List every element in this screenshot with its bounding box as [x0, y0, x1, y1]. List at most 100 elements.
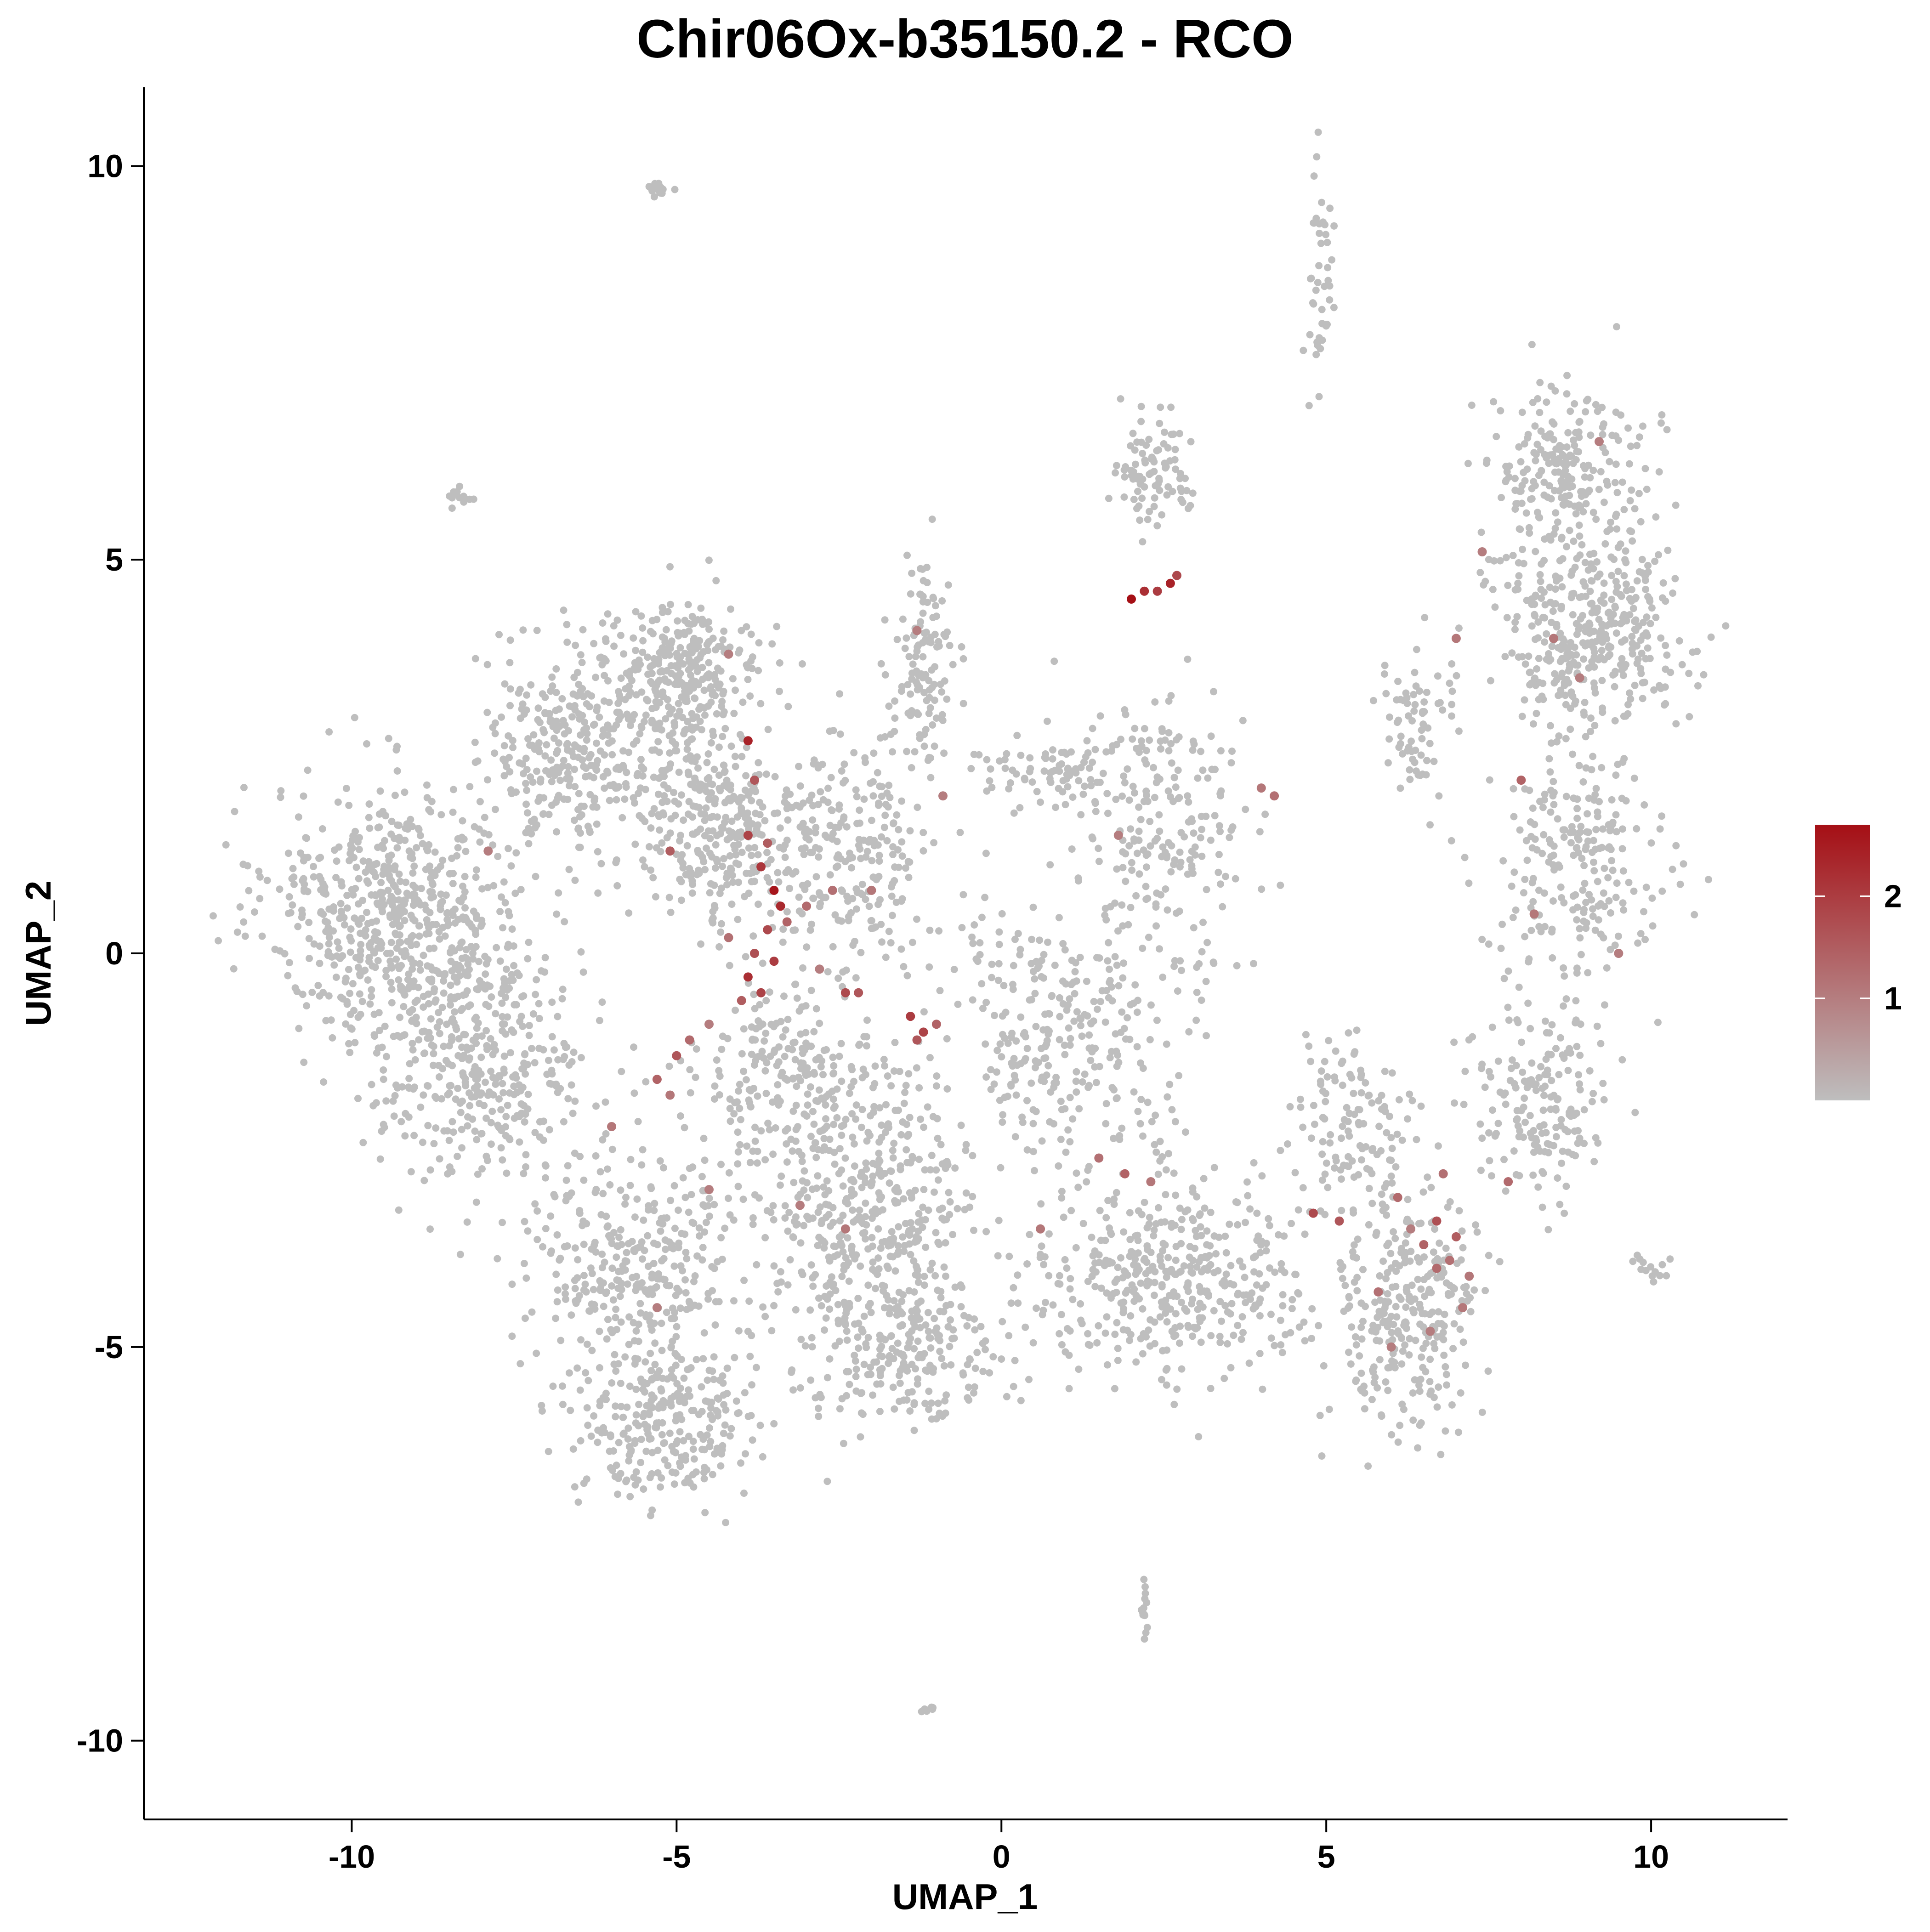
cell-point — [815, 853, 823, 861]
cell-point — [623, 669, 630, 677]
cell-point — [440, 989, 448, 997]
cell-point — [563, 638, 571, 646]
cell-point — [1087, 1019, 1095, 1027]
cell-point — [443, 910, 451, 918]
cell-point — [1279, 1302, 1287, 1309]
cell-point — [727, 866, 735, 873]
cell-point — [736, 1141, 744, 1149]
cell-point — [1222, 1249, 1230, 1257]
cell-point — [1210, 1164, 1218, 1172]
cell-point — [517, 886, 525, 894]
cell-point — [532, 873, 539, 880]
cell-point — [382, 1097, 390, 1105]
cell-point — [1442, 1363, 1449, 1371]
cell-point — [934, 1335, 942, 1343]
cell-point — [433, 1023, 441, 1031]
cell-point — [472, 1039, 480, 1047]
cell-point — [436, 1030, 443, 1037]
cell-point — [1127, 904, 1135, 912]
cell-point — [380, 1076, 387, 1083]
cell-point — [909, 660, 917, 668]
cell-point — [898, 683, 906, 691]
cell-point — [926, 926, 934, 934]
cell-point — [1242, 1218, 1249, 1226]
cell-point — [730, 709, 738, 717]
cell-point — [1082, 753, 1090, 761]
cell-point — [790, 1218, 798, 1225]
cell-point — [613, 796, 620, 804]
cell-point — [391, 1092, 399, 1099]
cell-point — [691, 758, 699, 765]
cell-point — [824, 968, 832, 975]
cell-point — [940, 749, 948, 757]
cell-point — [815, 845, 823, 853]
cell-point — [385, 735, 392, 742]
cell-point — [1154, 480, 1162, 488]
cell-point — [500, 755, 507, 763]
cell-point — [290, 880, 298, 888]
cell-point — [490, 882, 498, 890]
cell-point — [696, 787, 704, 794]
cell-point — [452, 1023, 460, 1031]
cell-point — [294, 923, 302, 930]
cell-point — [423, 794, 431, 802]
cell-point — [868, 1214, 876, 1222]
cell-point — [690, 1278, 698, 1286]
cell-point — [647, 1435, 655, 1443]
cell-point — [1249, 1254, 1257, 1262]
cell-point — [518, 705, 526, 713]
cell-point — [887, 939, 895, 946]
cell-point — [701, 832, 709, 839]
cell-point — [807, 1133, 815, 1140]
cell-point — [1073, 1088, 1080, 1096]
cell-point — [987, 765, 994, 773]
cell-point — [779, 938, 787, 946]
cell-point — [605, 1232, 613, 1240]
cell-point — [576, 1386, 584, 1394]
cell-point — [913, 647, 921, 655]
cell-point — [619, 763, 627, 771]
cell-point — [861, 1229, 868, 1236]
cell-point — [388, 985, 396, 993]
cell-point — [800, 850, 808, 858]
cell-point — [714, 664, 721, 672]
cell-point — [455, 1035, 463, 1042]
cell-point — [884, 1072, 891, 1080]
cell-point — [632, 1327, 640, 1335]
cell-point — [1126, 1337, 1133, 1344]
cell-point — [863, 1042, 870, 1050]
cell-point — [790, 1178, 798, 1186]
cell-point — [1250, 960, 1257, 968]
cell-point — [319, 880, 327, 888]
cell-point — [375, 823, 383, 831]
cell-point — [519, 1022, 527, 1030]
cell-point — [837, 855, 845, 863]
cell-point — [1026, 996, 1033, 1004]
cell-point — [1172, 1331, 1180, 1339]
cell-point — [607, 1464, 614, 1472]
cell-point — [487, 1035, 494, 1042]
cell-point — [577, 802, 585, 810]
cell-point — [784, 1281, 792, 1289]
cell-point — [683, 1306, 691, 1313]
cell-point — [986, 1369, 993, 1377]
cell-point — [521, 1314, 529, 1322]
cell-point — [738, 794, 746, 802]
cell-point — [715, 1067, 723, 1075]
cell-point — [924, 1103, 931, 1111]
cell-point — [842, 966, 850, 974]
cell-point — [1136, 1120, 1144, 1127]
cell-point — [726, 1432, 734, 1440]
cell-point — [1165, 697, 1173, 705]
cell-point — [668, 1468, 676, 1476]
cell-point — [1368, 1396, 1376, 1404]
cell-point — [929, 721, 937, 729]
cell-point — [727, 786, 734, 793]
cell-point — [511, 890, 519, 897]
cell-point — [616, 1292, 624, 1300]
cell-point — [658, 609, 666, 616]
cell-point — [630, 1043, 637, 1051]
cell-point — [998, 910, 1006, 918]
cell-point — [797, 1065, 805, 1072]
cell-point — [427, 808, 435, 816]
